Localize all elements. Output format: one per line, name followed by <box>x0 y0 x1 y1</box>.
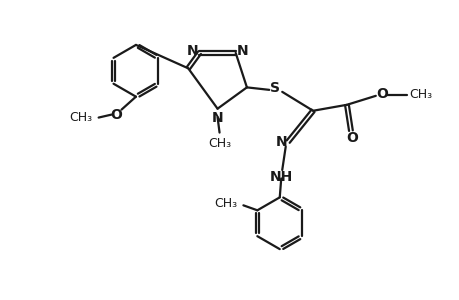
Text: CH₃: CH₃ <box>408 88 431 101</box>
Text: O: O <box>110 108 122 122</box>
Text: N: N <box>187 44 198 58</box>
Text: NH: NH <box>269 170 292 184</box>
Text: CH₃: CH₃ <box>207 137 230 150</box>
Text: CH₃: CH₃ <box>214 197 237 210</box>
Text: CH₃: CH₃ <box>69 111 92 124</box>
Text: N: N <box>236 44 247 58</box>
Text: N: N <box>275 135 286 148</box>
Text: O: O <box>345 131 357 145</box>
Text: S: S <box>270 81 280 95</box>
Text: O: O <box>375 87 387 101</box>
Text: N: N <box>211 111 223 125</box>
